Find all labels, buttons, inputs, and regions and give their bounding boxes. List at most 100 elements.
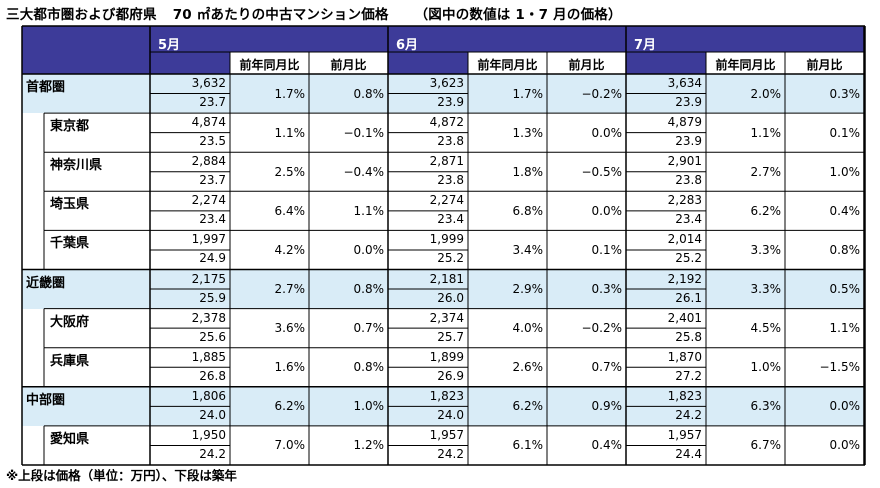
building-age-value: 23.7 <box>199 95 226 109</box>
price-value: 1,823 <box>429 388 464 403</box>
building-age-value: 26.1 <box>675 290 702 305</box>
mom-change-cell: −0.1% <box>309 113 388 153</box>
region-label: 首都圏 <box>22 74 150 114</box>
yoy-change-cell: 2.5% <box>230 152 309 192</box>
prefecture-label: 大阪府 <box>44 308 150 348</box>
price-cell: 1,899 26.9 <box>388 347 468 387</box>
mom-change-cell: −0.4% <box>309 152 388 192</box>
price-value: 2,884 <box>191 154 226 169</box>
price-cell: 2,283 23.4 <box>626 191 706 231</box>
yoy-change-cell: 1.3% <box>468 113 547 153</box>
price-cell: 2,192 26.1 <box>626 269 706 309</box>
mom-change-cell: 0.5% <box>785 269 864 309</box>
mom-column-header: 前月比 <box>785 52 864 74</box>
mom-change-cell: 1.1% <box>309 191 388 231</box>
building-age-value: 25.9 <box>199 290 226 305</box>
yoy-change-cell: 3.4% <box>468 230 547 270</box>
price-cell: 3,634 23.9 <box>626 74 706 114</box>
yoy-change-cell: 2.9% <box>468 269 547 309</box>
mom-change-cell: 0.8% <box>309 347 388 387</box>
price-value: 3,634 <box>667 76 702 90</box>
mom-change-cell: 0.8% <box>309 74 388 114</box>
yoy-change-cell: 6.8% <box>468 191 547 231</box>
mom-change-cell: −0.5% <box>547 152 626 192</box>
price-value: 2,274 <box>429 193 464 208</box>
mom-change-cell: 0.4% <box>547 425 626 465</box>
yoy-change-cell: 6.3% <box>706 386 785 426</box>
mom-change-cell: 0.3% <box>547 269 626 309</box>
building-age-value: 26.8 <box>199 368 226 383</box>
yoy-change-cell: 1.7% <box>230 74 309 114</box>
yoy-column-header: 前年同月比 <box>230 52 309 74</box>
building-age-value: 25.7 <box>437 329 464 344</box>
region-indent <box>22 230 44 270</box>
yoy-change-cell: 2.6% <box>468 347 547 387</box>
building-age-value: 23.9 <box>675 95 702 109</box>
mom-change-cell: 0.8% <box>309 269 388 309</box>
building-age-value: 27.2 <box>675 368 702 383</box>
price-cell: 2,274 23.4 <box>388 191 468 231</box>
region-label: 中部圏 <box>22 386 150 426</box>
price-cell: 2,014 25.2 <box>626 230 706 270</box>
price-value: 1,999 <box>429 232 464 247</box>
mom-change-cell: −0.2% <box>547 308 626 348</box>
mom-change-cell: 0.7% <box>547 347 626 387</box>
price-column-header <box>388 52 468 74</box>
prefecture-label: 埼玉県 <box>44 191 150 231</box>
region-indent <box>22 113 44 153</box>
building-age-value: 24.2 <box>675 407 702 422</box>
price-cell: 1,870 27.2 <box>626 347 706 387</box>
mom-change-cell: 1.2% <box>309 425 388 465</box>
month-header: 5月 <box>150 26 388 53</box>
price-value: 4,872 <box>429 115 464 130</box>
yoy-change-cell: 3.3% <box>706 230 785 270</box>
building-age-value: 26.9 <box>437 368 464 383</box>
mom-change-cell: 0.8% <box>785 230 864 270</box>
price-cell: 1,950 24.2 <box>150 425 230 465</box>
title-part-1: 三大都市圏および都府県 <box>6 7 157 23</box>
mom-change-cell: 0.7% <box>309 308 388 348</box>
yoy-change-cell: 2.0% <box>706 74 785 114</box>
yoy-change-cell: 4.0% <box>468 308 547 348</box>
mom-change-cell: 0.3% <box>785 74 864 114</box>
header-corner <box>22 26 150 74</box>
price-cell: 4,872 23.8 <box>388 113 468 153</box>
yoy-change-cell: 6.1% <box>468 425 547 465</box>
yoy-column-header: 前年同月比 <box>468 52 547 74</box>
price-value: 1,997 <box>191 232 226 247</box>
price-value: 1,957 <box>667 427 702 442</box>
mom-change-cell: 0.1% <box>547 230 626 270</box>
yoy-change-cell: 1.7% <box>468 74 547 114</box>
title-part-3: （図中の数値は 1・7 月の価格） <box>414 7 622 23</box>
building-age-value: 25.2 <box>437 251 464 266</box>
mom-change-cell: 0.0% <box>785 386 864 426</box>
price-value: 2,871 <box>429 154 464 169</box>
building-age-value: 23.7 <box>199 173 226 188</box>
price-cell: 2,401 25.8 <box>626 308 706 348</box>
mom-change-cell: 1.1% <box>785 308 864 348</box>
price-value: 2,283 <box>667 193 702 208</box>
price-cell: 2,181 26.0 <box>388 269 468 309</box>
building-age-value: 23.4 <box>675 212 702 227</box>
table-title: 三大都市圏および都府県 70 ㎡あたりの中古マンション価格 （図中の数値は 1・7 … <box>6 3 622 23</box>
month-header: 7月 <box>626 26 864 53</box>
yoy-change-cell: 1.0% <box>706 347 785 387</box>
mom-change-cell: 1.0% <box>785 152 864 192</box>
price-cell: 1,823 24.2 <box>626 386 706 426</box>
building-age-value: 24.9 <box>199 251 226 266</box>
prefecture-label: 愛知県 <box>44 425 150 465</box>
price-value: 1,950 <box>191 427 226 442</box>
prefecture-label: 東京都 <box>44 113 150 153</box>
mom-change-cell: −0.2% <box>547 74 626 114</box>
yoy-change-cell: 4.2% <box>230 230 309 270</box>
price-cell: 1,823 24.0 <box>388 386 468 426</box>
mom-change-cell: 1.0% <box>309 386 388 426</box>
prefecture-label: 兵庫県 <box>44 347 150 387</box>
month-header: 6月 <box>388 26 626 53</box>
price-value: 2,401 <box>667 310 702 325</box>
price-column-header <box>626 52 706 74</box>
price-value: 2,181 <box>429 271 464 286</box>
price-value: 2,374 <box>429 310 464 325</box>
building-age-value: 24.0 <box>437 407 464 422</box>
